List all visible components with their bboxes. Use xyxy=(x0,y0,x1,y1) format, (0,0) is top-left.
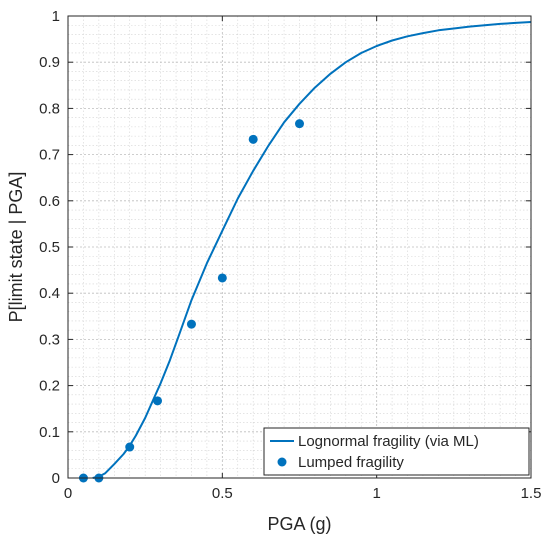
lognormal-fragility-curve xyxy=(92,21,532,479)
y-tick-label: 0.8 xyxy=(39,100,60,117)
x-tick-label: 0 xyxy=(64,485,72,502)
lumped-fragility-point xyxy=(186,319,196,329)
legend: Lognormal fragility (via ML) Lumped frag… xyxy=(263,427,530,476)
y-tick-label: 0.2 xyxy=(39,378,60,395)
y-tick-label: 0 xyxy=(52,470,60,487)
x-tick-label: 0.5 xyxy=(212,485,233,502)
lumped-fragility-point xyxy=(248,134,258,144)
y-tick-label: 0.6 xyxy=(39,193,60,210)
legend-dot-swatch xyxy=(277,457,287,467)
legend-label-lumped: Lumped fragility xyxy=(298,454,404,471)
y-tick-label: 0.9 xyxy=(39,54,60,71)
series-layer xyxy=(78,21,532,483)
legend-box xyxy=(263,427,530,476)
x-tick-labels: 0 0.5 1 1.5 xyxy=(64,485,542,502)
legend-label-lognormal: Lognormal fragility (via ML) xyxy=(298,433,479,450)
x-tick-label: 1.5 xyxy=(521,485,542,502)
y-tick-label: 0.5 xyxy=(39,239,60,256)
y-tick-labels: 0 0.1 0.2 0.3 0.4 0.5 0.6 0.7 0.8 0.9 1 xyxy=(39,8,60,487)
y-tick-label: 0.3 xyxy=(39,331,60,348)
lumped-fragility-point xyxy=(125,442,135,452)
axis-ticks xyxy=(67,15,532,479)
lumped-fragility-point xyxy=(295,119,304,129)
y-tick-label: 0.4 xyxy=(39,285,60,302)
y-tick-label: 0.1 xyxy=(39,424,60,441)
y-tick-label: 0.7 xyxy=(39,147,60,164)
lumped-fragility-point xyxy=(153,396,163,406)
y-axis-label: P[limit state | PGA] xyxy=(6,172,26,323)
y-tick-label: 1 xyxy=(52,8,60,25)
x-axis-label: PGA (g) xyxy=(267,514,331,534)
x-tick-label: 1 xyxy=(372,485,380,502)
lumped-fragility-point xyxy=(217,273,227,283)
